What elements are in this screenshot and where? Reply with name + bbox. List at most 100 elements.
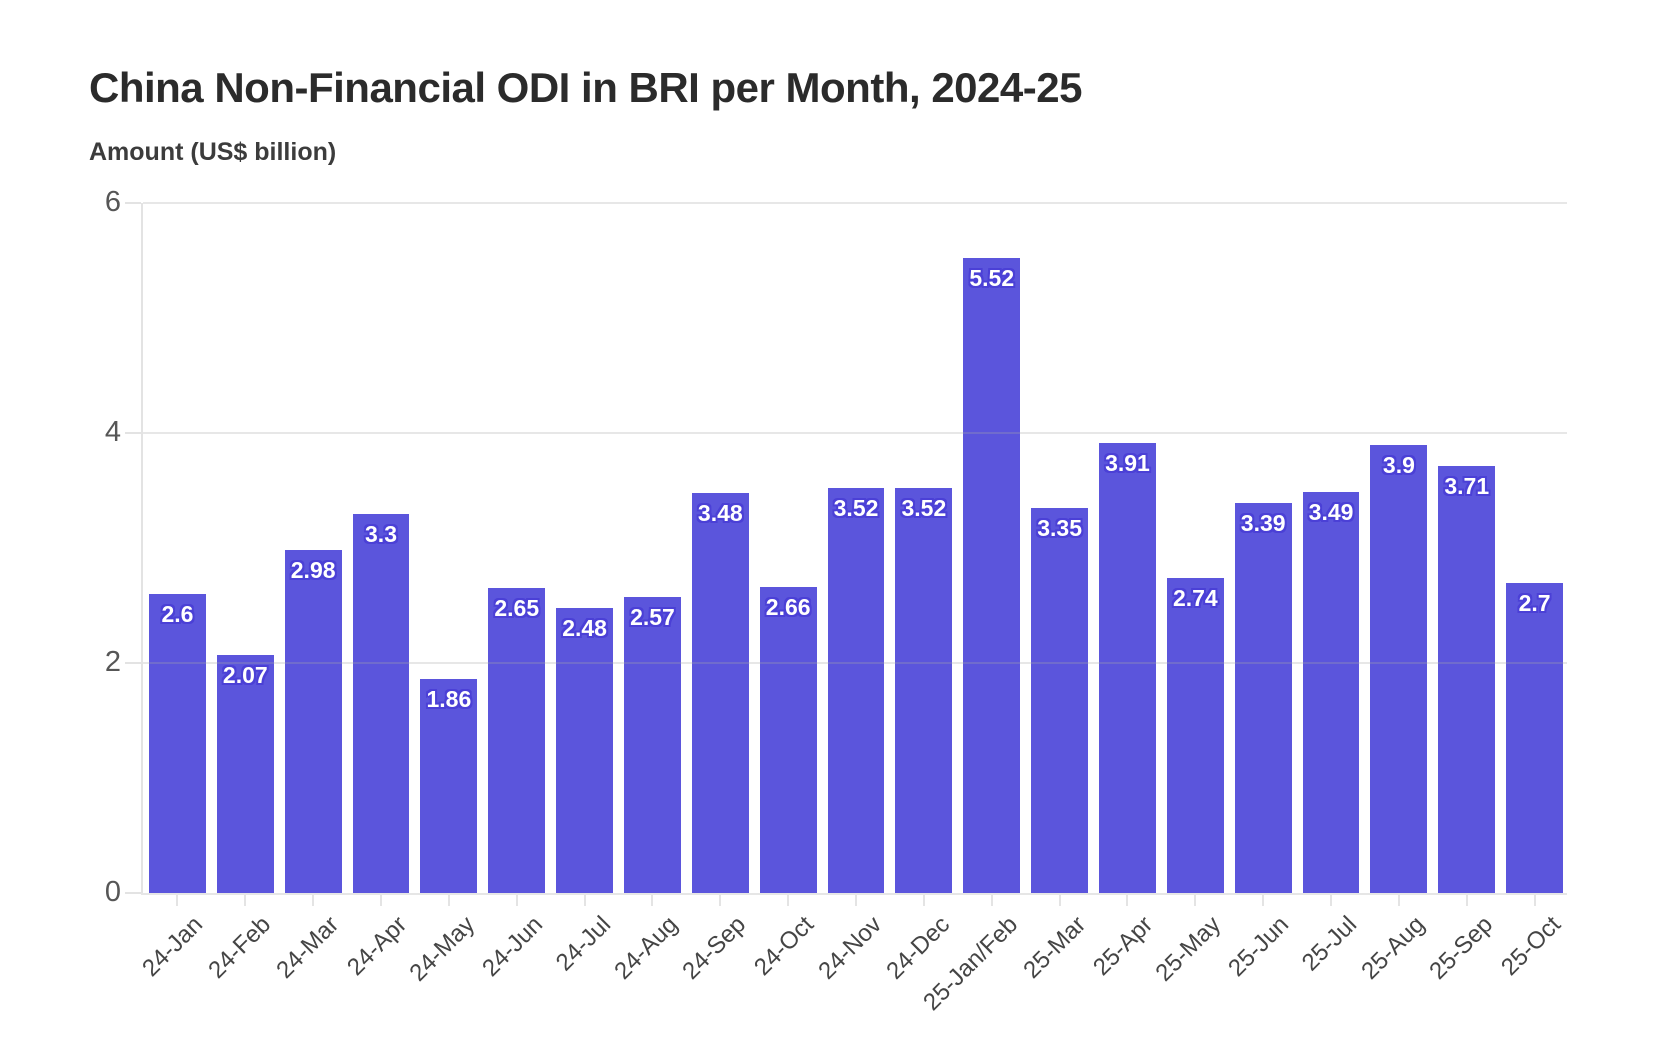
x-tick-mark (312, 895, 315, 906)
x-tick-mark (244, 895, 247, 906)
bar: 2.66 (759, 587, 817, 893)
x-tick-label: 24-Aug (609, 911, 684, 985)
bars-layer: 2.6 2.07 2.98 3.3 1.86 2.65 2.48 2.57 3.48 2.66 3.… (149, 203, 1564, 893)
bar: 5.52 (963, 258, 1021, 893)
x-tick-label: 25-Jun (1223, 911, 1295, 982)
bar-value-label: 3.9 (1382, 451, 1415, 478)
bar-value-label: 1.86 (426, 686, 472, 713)
bar-value-label: 5.52 (969, 265, 1015, 292)
x-tick-mark (1262, 895, 1265, 906)
x-tick-mark (1058, 895, 1061, 906)
x-tick-label: 24-Nov (813, 911, 888, 985)
x-tick-mark (1330, 895, 1332, 906)
gridline (143, 432, 1567, 434)
x-tick-mark (176, 895, 179, 906)
bar: 2.65 (488, 588, 546, 893)
x-tick-label: 25-Sep (1423, 911, 1498, 985)
bar-value-label: 2.74 (1172, 584, 1218, 611)
y-tick-mark (125, 662, 141, 664)
x-tick-mark (1533, 895, 1536, 906)
y-tick-label: 0 (104, 876, 121, 908)
x-tick-mark (922, 895, 925, 906)
x-tick-mark (583, 895, 586, 906)
x-axis-line (141, 893, 1567, 895)
bar: 3.9 (1370, 444, 1428, 893)
y-tick-label: 4 (104, 416, 121, 448)
bar-value-label: 3.35 (1037, 514, 1082, 541)
bar-value-label: 3.39 (1240, 510, 1286, 537)
bar: 2.57 (624, 597, 681, 893)
x-tick-mark (380, 895, 382, 906)
x-tick-mark (1194, 895, 1197, 906)
bar: 3.49 (1302, 491, 1360, 893)
bar-value-label: 3.48 (697, 499, 743, 526)
bar: 3.52 (827, 488, 885, 893)
x-tick-label: 24-Mar (271, 911, 345, 984)
y-tick-mark (125, 432, 141, 434)
y-tick-mark (125, 202, 141, 204)
bar: 3.3 (352, 513, 410, 893)
y-tick-label: 6 (104, 186, 121, 218)
x-tick-label: 24-Apr (342, 911, 413, 982)
x-tick-label: 25-Aug (1356, 911, 1430, 985)
gridline (143, 202, 1567, 204)
x-tick-label: 25-Oct (1495, 911, 1566, 982)
bar: 1.86 (420, 679, 478, 893)
x-tick-label: 24-Jun (476, 911, 548, 982)
bar: 3.52 (895, 488, 953, 893)
bar: 3.91 (1099, 443, 1156, 893)
bar-value-label: 3.49 (1308, 498, 1354, 525)
x-axis-layer: 24-Jan 24-Feb 24-Mar 24-Apr 24-May 24-Jun 24-J… (138, 893, 1567, 1033)
bar: 2.48 (556, 607, 614, 893)
x-tick-mark (651, 895, 654, 906)
x-tick-label: 25-May (1150, 911, 1227, 987)
bar-value-label: 2.65 (494, 595, 540, 622)
x-tick-mark (855, 895, 857, 906)
bar: 2.6 (149, 594, 206, 893)
x-tick-label: 25-Mar (1017, 911, 1091, 984)
x-tick-mark (787, 895, 790, 906)
bar: 3.35 (1031, 507, 1089, 893)
bar-value-label: 2.98 (290, 557, 336, 584)
x-tick-mark (515, 895, 518, 906)
x-tick-label: 25-Jul (1296, 911, 1363, 977)
bar-value-label: 2.07 (222, 661, 268, 688)
x-tick-mark (1126, 895, 1129, 906)
x-tick-mark (1465, 895, 1468, 906)
x-tick-label: 24-Jul (550, 911, 616, 977)
bar: 3.39 (1234, 503, 1292, 893)
x-tick-mark (447, 895, 450, 906)
bar-value-label: 2.48 (562, 614, 607, 641)
x-tick-mark (990, 895, 993, 906)
x-tick-label: 24-Jan (137, 911, 209, 982)
chart-title: China Non-Financial ODI in BRI per Month… (89, 64, 1082, 112)
bar-value-label: 3.71 (1444, 473, 1490, 500)
bar: 2.07 (216, 654, 274, 893)
bar-value-label: 3.52 (833, 495, 879, 522)
bar-value-label: 3.3 (365, 520, 397, 547)
x-tick-label: 24-Oct (749, 911, 820, 982)
x-tick-label: 24-Sep (677, 911, 752, 985)
gridline (143, 662, 1567, 664)
bar-value-label: 3.52 (901, 495, 947, 522)
x-tick-label: 25-Apr (1088, 911, 1159, 982)
bar: 3.71 (1438, 466, 1496, 893)
y-axis-title: Amount (US$ billion) (89, 138, 337, 166)
bar: 2.7 (1506, 582, 1564, 893)
bar-value-label: 2.6 (161, 601, 194, 627)
bar-value-label: 2.7 (1518, 589, 1551, 616)
bar: 2.98 (284, 550, 342, 893)
bar-value-label: 3.91 (1105, 450, 1150, 477)
x-tick-label: 24-Feb (203, 911, 277, 984)
y-tick-mark (125, 892, 141, 894)
x-tick-label: 24-May (404, 911, 480, 987)
bar: 2.74 (1166, 577, 1224, 893)
x-tick-mark (719, 895, 722, 906)
y-tick-label: 2 (104, 646, 121, 678)
bar-value-label: 2.57 (630, 604, 675, 631)
bar: 3.48 (691, 492, 749, 893)
x-tick-mark (1397, 895, 1400, 906)
bar-value-label: 2.66 (765, 594, 811, 621)
